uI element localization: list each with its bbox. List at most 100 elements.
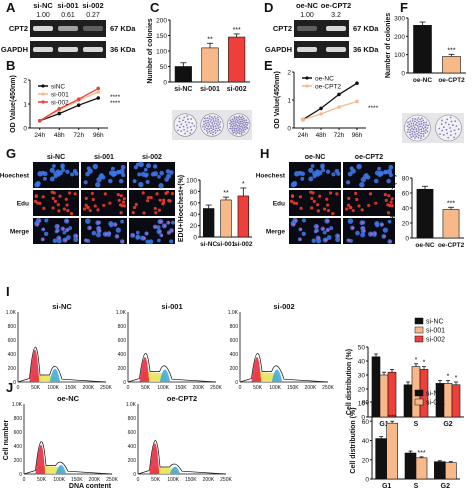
colony-dot <box>241 127 244 129</box>
colony-dot <box>187 118 189 121</box>
edu-stain <box>141 191 145 195</box>
colony-dot <box>237 126 239 129</box>
colony-dot <box>231 125 234 128</box>
colony-dot <box>188 121 191 124</box>
histogram-title: si-NC <box>52 302 72 311</box>
legend-swatch <box>414 335 424 343</box>
edu-stain <box>158 198 162 202</box>
g2-peak <box>159 369 171 382</box>
colony-dot <box>212 131 215 134</box>
colony-dot <box>206 127 208 130</box>
x-tick-label: 200K <box>89 477 101 483</box>
nucleus <box>115 227 121 233</box>
edu-stain <box>317 236 320 240</box>
colony-dot <box>420 120 423 123</box>
panel-letter-c: C <box>150 0 160 15</box>
blot-band <box>33 47 53 52</box>
edu-stain <box>168 231 171 234</box>
nucleus <box>166 173 172 179</box>
colony-dot <box>411 127 413 130</box>
nucleus <box>110 166 115 171</box>
x-tick-label: 50K <box>141 385 151 391</box>
colony-dot <box>178 117 181 120</box>
blot-band <box>33 26 53 31</box>
colony-dot <box>206 132 209 134</box>
y-tick-label: 10 <box>358 401 366 408</box>
colony-dot <box>418 134 420 137</box>
y-tick-label: 800 <box>230 324 239 330</box>
edu-stain <box>368 192 373 196</box>
legend-label: si-001 <box>426 328 445 335</box>
chart-h: 020406080EDU+/Hoechest+(%)oe-NC***oe-CPT… <box>390 174 465 249</box>
colony-dot <box>445 128 448 131</box>
x-tick-label: 48h <box>316 132 327 139</box>
colony-dot <box>411 120 414 122</box>
y-tick-label: 40 <box>402 206 410 213</box>
colony-dot <box>204 126 207 128</box>
legend-swatch <box>414 398 424 406</box>
x-tick-label: 200K <box>83 385 95 391</box>
blot-lane-label: oe-NC <box>296 1 319 10</box>
colony-dot <box>406 131 409 134</box>
significance-mark: ** <box>207 36 213 43</box>
edu-stain <box>62 207 66 211</box>
colony-dot <box>444 121 447 124</box>
g2-peak <box>271 369 283 382</box>
colony-dot <box>454 132 457 135</box>
histograms-i: si-NC 0 200 400 600 800 1.0K 0 50K 100K 150K 200K 25… <box>6 302 335 391</box>
colony-dot <box>237 122 240 125</box>
colony-dot <box>237 117 240 119</box>
y-tick-label: 0 <box>133 472 136 478</box>
nucleus <box>135 162 140 167</box>
nucleus <box>317 170 323 176</box>
nucleus <box>308 176 314 182</box>
x-tick-label: 0 <box>137 477 140 483</box>
y-tick-label: 1.0K <box>12 402 23 408</box>
edu-stain <box>146 199 150 203</box>
colony-dot <box>217 118 220 121</box>
edu-stain <box>295 201 299 205</box>
colony-dot <box>423 121 425 124</box>
nucleus <box>383 169 388 175</box>
series-line <box>39 97 99 122</box>
nucleus <box>169 170 174 175</box>
edu-stain <box>386 211 391 215</box>
colony-dot <box>418 123 421 126</box>
colony-dot <box>426 127 429 129</box>
data-point <box>337 105 341 109</box>
edu-stain <box>36 223 39 226</box>
legend-label: si-001 <box>51 92 69 99</box>
nucleus <box>40 170 46 176</box>
colony-dot <box>424 126 427 129</box>
colony-dot <box>243 131 245 133</box>
legend-swatch <box>414 326 424 334</box>
y-tick-label: 0 <box>287 126 291 133</box>
colony-dot <box>409 129 412 131</box>
edu-stain <box>299 238 302 241</box>
colony-dot <box>182 125 185 128</box>
nucleus <box>43 231 49 236</box>
nucleus <box>108 221 113 226</box>
category-label: G1 <box>382 483 391 490</box>
colony-dot <box>407 128 410 131</box>
colony-dot <box>231 118 234 121</box>
nucleus <box>119 168 125 175</box>
colony-dot <box>212 128 215 131</box>
nucleus <box>356 163 362 170</box>
edu-stain <box>53 199 57 203</box>
colony-dot <box>247 121 249 124</box>
colony-dot <box>422 124 425 126</box>
nucleus <box>301 231 306 236</box>
colony-dot <box>411 130 414 133</box>
colony-dot <box>209 120 212 123</box>
nucleus <box>156 225 161 230</box>
significance-mark: **** <box>368 105 379 112</box>
x-tick-label: 96h <box>352 132 363 139</box>
edu-stain <box>347 196 351 200</box>
edu-stain <box>347 239 351 242</box>
edu-stain <box>292 201 296 205</box>
colony-dot <box>233 116 236 118</box>
legend-marker <box>41 92 45 96</box>
colony-dot <box>240 133 243 135</box>
nucleus <box>165 169 171 174</box>
